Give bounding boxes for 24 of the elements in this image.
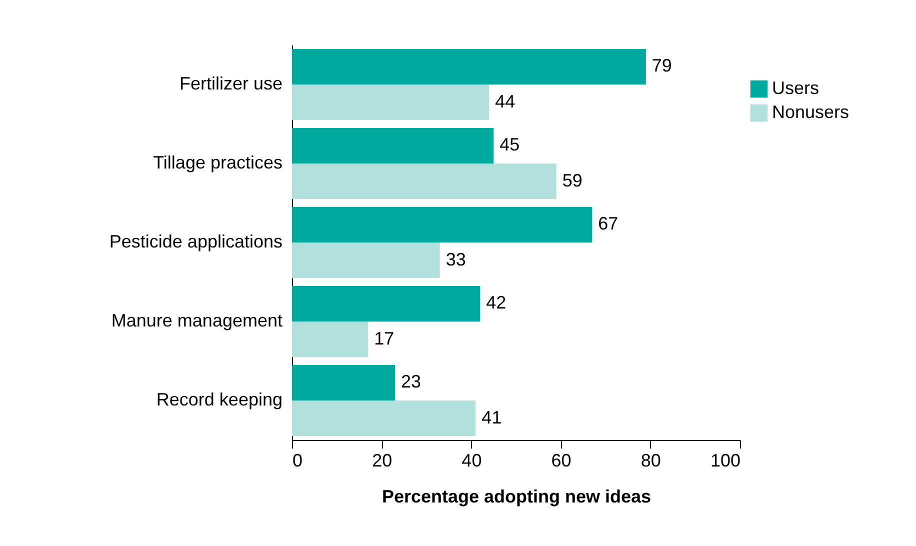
legend-label: Users [772,78,820,98]
data-label: 17 [374,328,394,348]
x-tick-label: 80 [640,450,661,470]
data-label: 67 [598,214,618,234]
data-label: 23 [401,372,422,392]
legend-label: Nonusers [772,102,850,122]
data-label: 33 [446,249,466,270]
x-tick-label: 60 [551,450,572,470]
x-tick-label: 100 [710,450,740,470]
y-tick-label: Record keeping [156,390,282,410]
data-label: 45 [500,134,520,155]
x-tick-label: 20 [372,450,392,470]
data-label: 41 [482,407,502,428]
data-label: 44 [495,91,516,112]
y-tick-label: Manure management [111,310,282,330]
x-tick-label: 40 [462,450,482,470]
data-label: 42 [486,292,506,313]
data-label: 79 [652,56,672,76]
y-tick-label: Tillage practices [153,152,282,172]
x-axis-title: Percentage adopting new ideas [382,486,652,506]
y-tick-label: Pesticide applications [109,232,282,252]
data-label: 59 [562,170,582,190]
x-tick-label: 0 [292,450,303,470]
y-tick-label: Fertilizer use [179,74,282,94]
